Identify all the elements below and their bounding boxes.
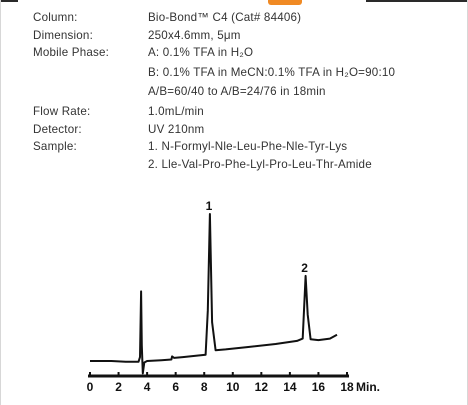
- x-tick-label: 14: [283, 380, 297, 394]
- peak-label-1: 1: [206, 199, 213, 213]
- x-tick-label: 18: [340, 380, 354, 394]
- flow-rate-value: 1.0mL/min: [148, 105, 204, 118]
- column-value: Bio-Bond™ C4 (Cat# 84406): [148, 11, 302, 24]
- x-axis: 0 2 4 6 8 10 12 14 16 18 Min.: [87, 372, 380, 394]
- detector-label: Detector:: [33, 123, 82, 136]
- gradient-program: A/B=60/40 to A/B=24/76 in 18min: [148, 85, 326, 98]
- trace-layer: [90, 213, 338, 375]
- peak-labels: 12: [206, 199, 309, 275]
- peak-label-2: 2: [301, 261, 308, 275]
- dimension-label: Dimension:: [33, 29, 93, 42]
- x-tick-label: 6: [172, 380, 179, 394]
- mobile-phase-b: B: 0.1% TFA in MeCN:0.1% TFA in H₂O=90:1…: [148, 66, 396, 79]
- x-tick-label: 16: [312, 380, 326, 394]
- x-tick-label: 8: [201, 380, 208, 394]
- panel-border-left: [0, 0, 1, 405]
- sample-1: 1. N-Formyl-Nle-Leu-Phe-Nle-Tyr-Lys: [148, 140, 348, 153]
- x-tick-label: 0: [87, 380, 94, 394]
- detector-value: UV 210nm: [148, 123, 205, 136]
- mobile-phase-label: Mobile Phase:: [33, 46, 110, 59]
- chromatogram-trace: [90, 213, 338, 375]
- sample-2: 2. Lle-Val-Pro-Phe-Lyl-Pro-Leu-Thr-Amide: [148, 158, 372, 171]
- header-accent-bar: [268, 0, 302, 5]
- sample-label: Sample:: [33, 140, 77, 153]
- header-rule-left: [0, 0, 18, 2]
- x-tick-label: 2: [115, 380, 122, 394]
- column-label: Column:: [33, 11, 78, 24]
- x-axis-label: Min.: [356, 380, 380, 394]
- x-tick-label: 4: [144, 380, 151, 394]
- mobile-phase-a: A: 0.1% TFA in H₂O: [148, 46, 254, 59]
- header-rule-right: [366, 0, 468, 2]
- x-tick-label: 12: [255, 380, 269, 394]
- x-tick-label: 10: [226, 380, 240, 394]
- flow-rate-label: Flow Rate:: [33, 105, 91, 118]
- dimension-value: 250x4.6mm, 5μm: [148, 29, 241, 42]
